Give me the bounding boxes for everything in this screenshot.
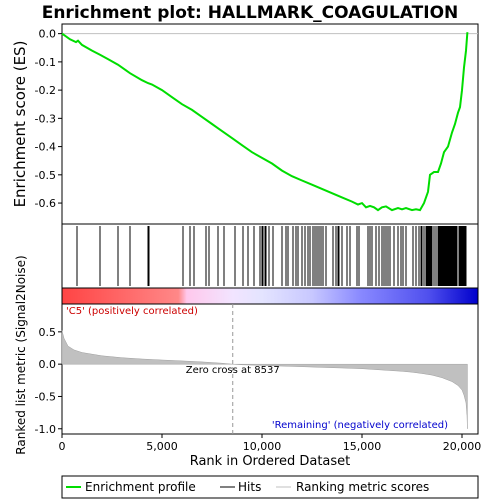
zero-cross-label: Zero cross at 8537: [186, 365, 280, 376]
legend-label-ranking-metric: Ranking metric scores: [296, 480, 429, 494]
x-tick-label: 5,000: [146, 440, 178, 453]
hits-lines: [76, 226, 467, 286]
es-y-tick-label: -0.3: [35, 112, 56, 125]
es-y-tick-label: -0.4: [35, 141, 56, 154]
x-axis-label: Rank in Ordered Dataset: [190, 454, 351, 469]
hits-panel-frame: [61, 223, 479, 289]
x-tick-label: 20,000: [443, 440, 482, 453]
metric-y-axis-label: Ranked list metric (Signal2Noise): [14, 255, 28, 454]
es-panel: 0.0 -0.1 -0.2 -0.3 -0.4 -0.5 -0.6 Enrichment s…: [11, 23, 479, 225]
metric-y-tick-label: -0.5: [35, 390, 56, 403]
es-y-tick-label: -0.1: [35, 56, 56, 69]
metric-y-tick-label: 0.5: [39, 326, 57, 339]
x-tick-label: 0: [59, 440, 66, 453]
ranking-metric-area: [61, 330, 468, 429]
positive-label: 'C5' (positively correlated): [66, 306, 198, 317]
x-axis-ticks: 0 5,000 10,000 15,000 20,000: [59, 434, 482, 453]
metric-panel: 0.5 0.0 -0.5 -1.0 'C5' (positively correlat…: [14, 255, 479, 455]
es-panel-frame: [61, 23, 479, 225]
legend-label-hits: Hits: [238, 480, 261, 494]
chart-title: Enrichment plot: HALLMARK_COAGULATION: [42, 3, 459, 23]
es-y-axis-label: Enrichment score (ES): [11, 41, 29, 208]
x-tick-label: 15,000: [343, 440, 382, 453]
es-y-ticks: 0.0 -0.1 -0.2 -0.3 -0.4 -0.5 -0.6: [35, 28, 62, 210]
legend: Enrichment profile Hits Ranking metric s…: [61, 475, 479, 499]
rank-heat-bar: [61, 287, 479, 305]
metric-y-ticks: 0.5 0.0 -0.5 -1.0: [35, 326, 62, 436]
legend-frame: [61, 475, 479, 499]
legend-label-enrichment-profile: Enrichment profile: [85, 480, 196, 494]
metric-y-tick-label: -1.0: [35, 423, 56, 436]
es-y-tick-label: -0.5: [35, 169, 56, 182]
negative-label: 'Remaining' (negatively correlated): [272, 420, 448, 431]
hits-panel: [61, 223, 479, 289]
x-tick-label: 10,000: [243, 440, 282, 453]
metric-y-tick-label: 0.0: [39, 358, 57, 371]
es-y-tick-label: -0.2: [35, 84, 56, 97]
es-y-tick-label: 0.0: [39, 28, 57, 41]
enrichment-profile-line: [61, 32, 469, 212]
es-y-tick-label: -0.6: [35, 197, 56, 210]
